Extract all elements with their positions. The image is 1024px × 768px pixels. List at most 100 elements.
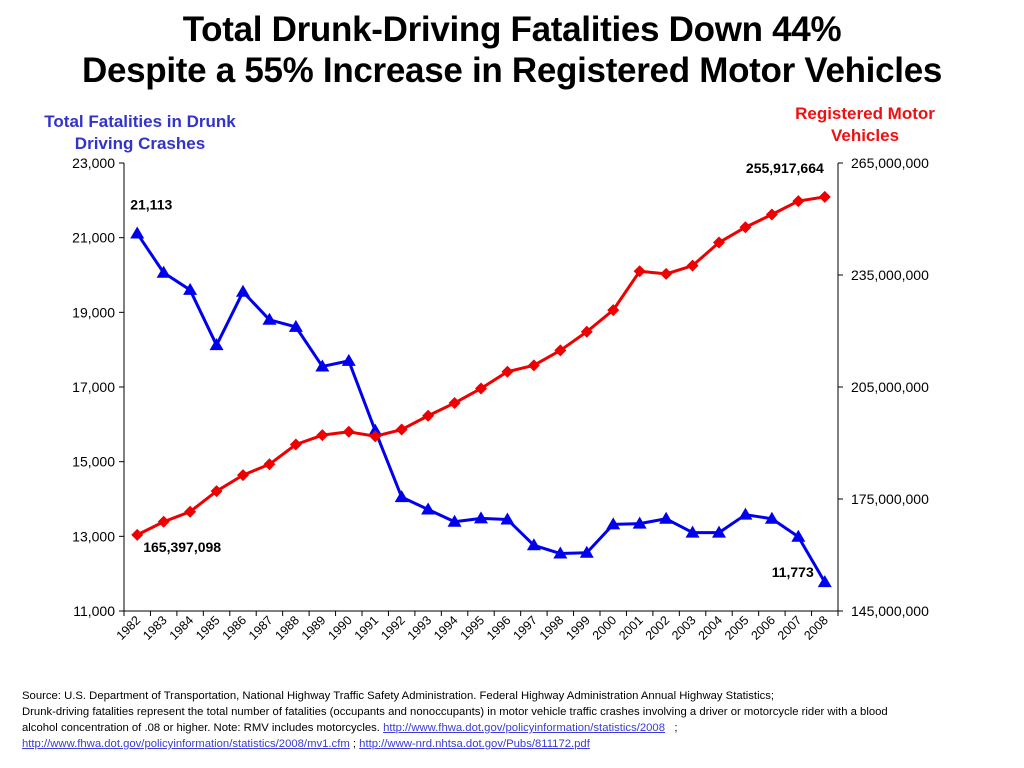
vehicles-data-point bbox=[475, 382, 487, 395]
fatalities-data-point bbox=[368, 423, 383, 436]
source-line-4: http://www.fhwa.dot.gov/policyinformatio… bbox=[22, 736, 1012, 752]
right-axis-tick-label: 265,000,000 bbox=[851, 155, 929, 171]
x-axis-tick-label: 2008 bbox=[801, 613, 831, 643]
fatalities-data-point bbox=[236, 284, 250, 297]
x-axis-tick-label: 1988 bbox=[272, 613, 302, 643]
fatalities-data-point bbox=[288, 319, 303, 332]
right-axis-tick-label: 175,000,000 bbox=[851, 491, 929, 507]
x-axis-tick-label: 1987 bbox=[246, 613, 276, 643]
source-line-1: Source: U.S. Department of Transportatio… bbox=[22, 690, 775, 702]
fatalities-data-point bbox=[394, 490, 409, 503]
fatalities-data-point bbox=[500, 512, 515, 525]
left-axis-tick-label: 19,000 bbox=[72, 304, 115, 320]
x-axis-tick-label: 2003 bbox=[669, 613, 699, 643]
fatalities-data-point bbox=[474, 511, 488, 524]
x-axis-tick-label: 2004 bbox=[696, 613, 726, 643]
vehicles-data-point bbox=[818, 190, 831, 203]
vehicles-data-point bbox=[660, 267, 673, 280]
left-axis-tick-label: 13,000 bbox=[72, 528, 115, 544]
x-axis-tick-label: 2006 bbox=[748, 613, 778, 643]
annotation-fatalities-end: 11,773 bbox=[772, 564, 814, 580]
source-link-mv1[interactable]: http://www.fhwa.dot.gov/policyinformatio… bbox=[22, 738, 350, 750]
vehicles-data-point bbox=[369, 430, 382, 443]
vehicles-data-point bbox=[580, 325, 593, 338]
x-axis-tick-label: 1996 bbox=[484, 613, 514, 643]
left-axis-label: Total Fatalities in Drunk Driving Crashe… bbox=[44, 112, 236, 153]
fatalities-data-point bbox=[553, 546, 568, 559]
fatalities-data-point bbox=[791, 529, 806, 542]
x-axis-tick-label: 1997 bbox=[510, 613, 540, 643]
vehicles-data-point bbox=[210, 485, 223, 498]
fatalities-data-point bbox=[262, 312, 277, 325]
vehicles-data-point bbox=[607, 304, 620, 317]
vehicles-data-point bbox=[157, 515, 170, 528]
x-axis-tick-label: 1986 bbox=[220, 613, 250, 643]
vehicles-data-point bbox=[792, 195, 805, 208]
fatalities-data-point bbox=[421, 502, 436, 515]
x-axis-tick-label: 1995 bbox=[458, 613, 488, 643]
x-axis-tick-label: 1989 bbox=[299, 613, 329, 643]
source-link-fhwa-2008[interactable]: http://www.fhwa.dot.gov/policyinformatio… bbox=[383, 722, 665, 734]
source-line-3: alcohol concentration of .08 or higher. … bbox=[22, 720, 1012, 736]
x-axis-tick-label: 1983 bbox=[140, 613, 170, 643]
x-axis-tick-label: 2005 bbox=[722, 613, 752, 643]
right-axis-tick-label: 235,000,000 bbox=[851, 267, 929, 283]
fatalities-data-point bbox=[130, 226, 145, 239]
vehicles-data-point bbox=[263, 458, 276, 471]
vehicles-data-point bbox=[765, 208, 778, 221]
fatalities-data-point bbox=[183, 282, 198, 295]
fatalities-data-point bbox=[526, 538, 541, 551]
vehicles-data-point bbox=[237, 469, 249, 482]
vehicles-data-point bbox=[501, 365, 514, 378]
source-separator-2: ; bbox=[352, 738, 357, 750]
vehicles-data-point bbox=[184, 505, 197, 518]
vehicles-data-point bbox=[527, 359, 540, 372]
left-axis-tick-label: 15,000 bbox=[72, 454, 115, 470]
left-axis-tick-label: 21,000 bbox=[72, 230, 115, 246]
fatalities-data-point bbox=[817, 575, 832, 588]
x-axis-tick-label: 1993 bbox=[405, 613, 435, 643]
vehicles-series-line bbox=[136, 195, 826, 537]
fatalities-data-point bbox=[738, 507, 753, 520]
chart-title-line-1: Total Drunk-Driving Fatalities Down 44% bbox=[182, 10, 842, 49]
x-axis-tick-label: 1990 bbox=[325, 613, 355, 643]
annotation-vehicles-end: 255,917,664 bbox=[746, 160, 824, 176]
fatalities-series-line bbox=[135, 232, 827, 583]
vehicles-data-point bbox=[554, 344, 567, 357]
dual-axis-line-chart: 23,000 21,000 19,000 17,000 15,000 13,000 11,0… bbox=[72, 155, 929, 643]
right-axis-label: Registered Motor Vehicles bbox=[795, 104, 935, 145]
vehicles-data-point bbox=[289, 438, 302, 451]
fatalities-data-point bbox=[341, 353, 356, 366]
left-axis-tick-label: 23,000 bbox=[72, 155, 115, 171]
vehicles-data-point bbox=[131, 528, 144, 541]
fatalities-data-point bbox=[712, 525, 726, 538]
vehicles-data-point bbox=[633, 265, 646, 278]
x-axis-tick-label: 1985 bbox=[193, 613, 223, 643]
fatalities-data-point bbox=[764, 511, 779, 524]
fatalities-data-point bbox=[315, 359, 330, 372]
x-axis-tick-label: 2000 bbox=[590, 613, 620, 643]
fatalities-data-point bbox=[579, 545, 594, 558]
vehicles-data-point bbox=[422, 409, 435, 422]
vehicles-data-point bbox=[713, 236, 725, 249]
vehicles-data-point bbox=[316, 429, 329, 442]
source-link-nhtsa[interactable]: http://www-nrd.nhtsa.dot.gov/Pubs/811172… bbox=[359, 738, 590, 750]
x-axis-tick-label: 1994 bbox=[431, 613, 461, 643]
right-axis-tick-label: 205,000,000 bbox=[851, 379, 929, 395]
fatalities-data-point bbox=[632, 516, 647, 529]
vehicles-data-point bbox=[342, 425, 355, 438]
source-line-2: Drunk-driving fatalities represent the t… bbox=[22, 706, 888, 718]
source-separator-1: ; bbox=[674, 722, 678, 734]
x-axis-tick-label: 1992 bbox=[378, 613, 408, 643]
x-axis-tick-label: 1999 bbox=[563, 613, 593, 643]
fatalities-data-point bbox=[659, 511, 674, 524]
left-axis-tick-label: 17,000 bbox=[72, 379, 115, 395]
fatalities-data-point bbox=[156, 265, 171, 278]
vehicles-data-point bbox=[739, 221, 752, 234]
source-note: Source: U.S. Department of Transportatio… bbox=[22, 688, 1012, 752]
fatalities-data-point bbox=[447, 514, 462, 527]
annotation-vehicles-start: 165,397,098 bbox=[143, 539, 221, 555]
x-axis-tick-label: 1982 bbox=[114, 613, 144, 643]
chart-title-line-2: Despite a 55% Increase in Registered Mot… bbox=[81, 51, 943, 90]
x-axis-tick-label: 1991 bbox=[352, 613, 382, 643]
